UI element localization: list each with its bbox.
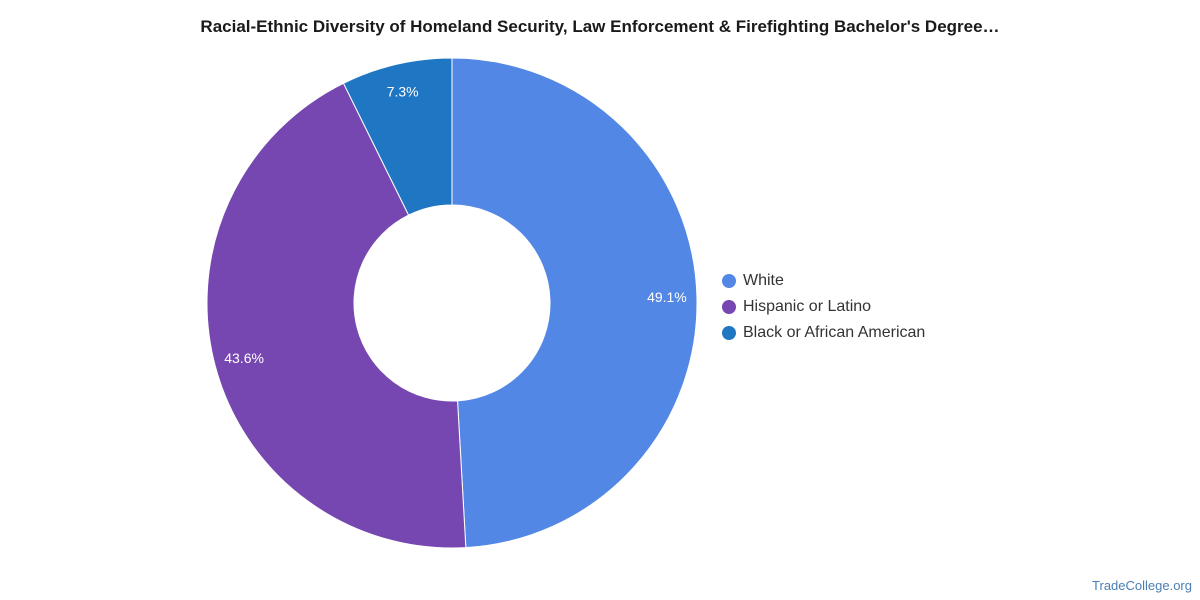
- slice-label-hispanic-or-latino: 43.6%: [224, 350, 264, 366]
- legend: White Hispanic or Latino Black or Africa…: [722, 268, 925, 346]
- legend-swatch-white: [722, 274, 736, 288]
- watermark: TradeCollege.org: [1092, 578, 1192, 593]
- legend-label-hispanic-or-latino: Hispanic or Latino: [743, 298, 872, 315]
- legend-item-black-or-african-american[interactable]: Black or African American: [722, 320, 925, 346]
- chart-title: Racial-Ethnic Diversity of Homeland Secu…: [200, 17, 1000, 36]
- slice-label-white: 49.1%: [647, 289, 687, 305]
- slice-hispanic-or-latino[interactable]: [206, 82, 467, 549]
- slice-label-black-or-african-american: 7.3%: [387, 84, 419, 100]
- slice-black-or-african-american[interactable]: [342, 57, 453, 216]
- legend-item-white[interactable]: White: [722, 268, 925, 294]
- slice-white[interactable]: [451, 57, 698, 549]
- legend-swatch-hispanic-or-latino: [722, 300, 736, 314]
- legend-label-white: White: [743, 272, 784, 289]
- legend-swatch-black-or-african-american: [722, 326, 736, 340]
- legend-label-black-or-african-american: Black or African American: [743, 324, 926, 341]
- legend-item-hispanic-or-latino[interactable]: Hispanic or Latino: [722, 294, 925, 320]
